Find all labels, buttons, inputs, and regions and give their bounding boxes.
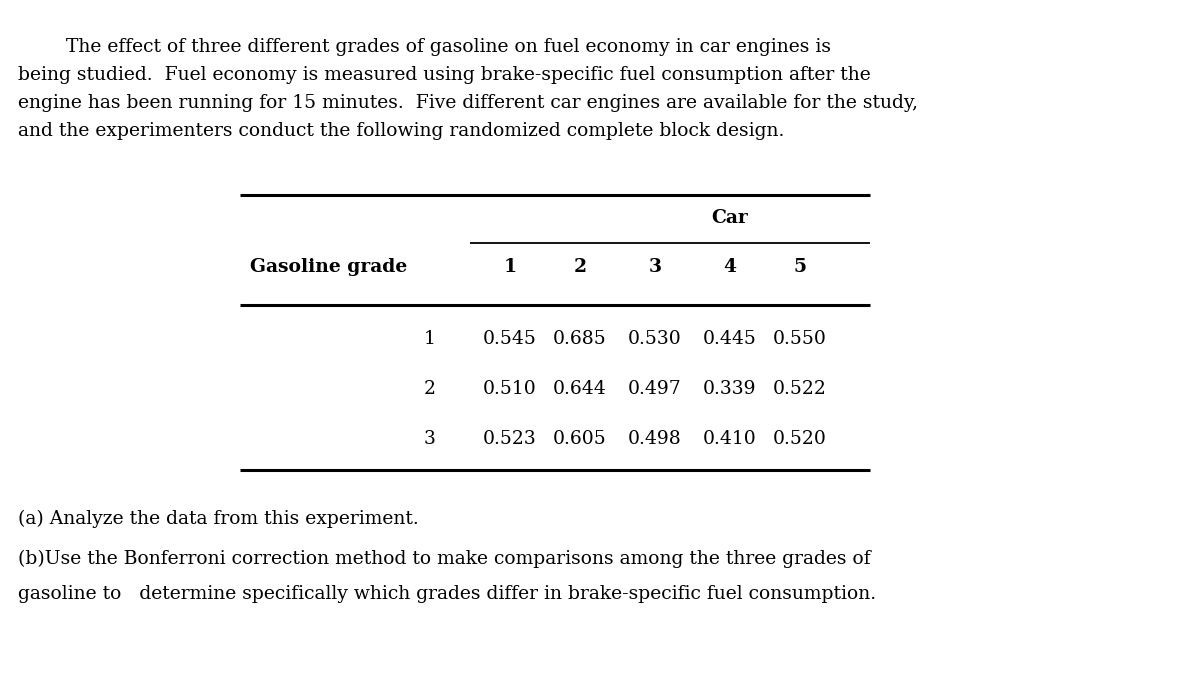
Text: The effect of three different grades of gasoline on fuel economy in car engines : The effect of three different grades of …	[18, 38, 830, 56]
Text: 3: 3	[424, 430, 436, 448]
Text: 3: 3	[648, 258, 661, 276]
Text: 0.644: 0.644	[553, 380, 607, 398]
Text: gasoline to   determine specifically which grades differ in brake-specific fuel : gasoline to determine specifically which…	[18, 585, 876, 603]
Text: 0.605: 0.605	[553, 430, 607, 448]
Text: being studied.  Fuel economy is measured using brake-specific fuel consumption a: being studied. Fuel economy is measured …	[18, 66, 871, 84]
Text: 0.545: 0.545	[484, 330, 536, 348]
Text: and the experimenters conduct the following randomized complete block design.: and the experimenters conduct the follow…	[18, 122, 785, 140]
Text: 0.498: 0.498	[628, 430, 682, 448]
Text: 0.510: 0.510	[484, 380, 536, 398]
Text: 0.685: 0.685	[553, 330, 607, 348]
Text: 5: 5	[793, 258, 806, 276]
Text: engine has been running for 15 minutes.  Five different car engines are availabl: engine has been running for 15 minutes. …	[18, 94, 918, 112]
Text: 0.497: 0.497	[628, 380, 682, 398]
Text: 0.445: 0.445	[703, 330, 757, 348]
Text: Gasoline grade: Gasoline grade	[250, 258, 407, 276]
Text: Car: Car	[712, 209, 749, 227]
Text: 2: 2	[424, 380, 436, 398]
Text: 0.530: 0.530	[628, 330, 682, 348]
Text: (b)Use the Bonferroni correction method to make comparisons among the three grad: (b)Use the Bonferroni correction method …	[18, 550, 871, 569]
Text: 1: 1	[504, 258, 516, 276]
Text: 0.522: 0.522	[773, 380, 827, 398]
Text: 0.520: 0.520	[773, 430, 827, 448]
Text: 0.410: 0.410	[703, 430, 757, 448]
Text: 0.550: 0.550	[773, 330, 827, 348]
Text: (a) Analyze the data from this experiment.: (a) Analyze the data from this experimen…	[18, 510, 419, 528]
Text: 0.523: 0.523	[484, 430, 536, 448]
Text: 0.339: 0.339	[703, 380, 757, 398]
Text: 4: 4	[724, 258, 737, 276]
Text: 2: 2	[574, 258, 587, 276]
Text: 1: 1	[424, 330, 436, 348]
